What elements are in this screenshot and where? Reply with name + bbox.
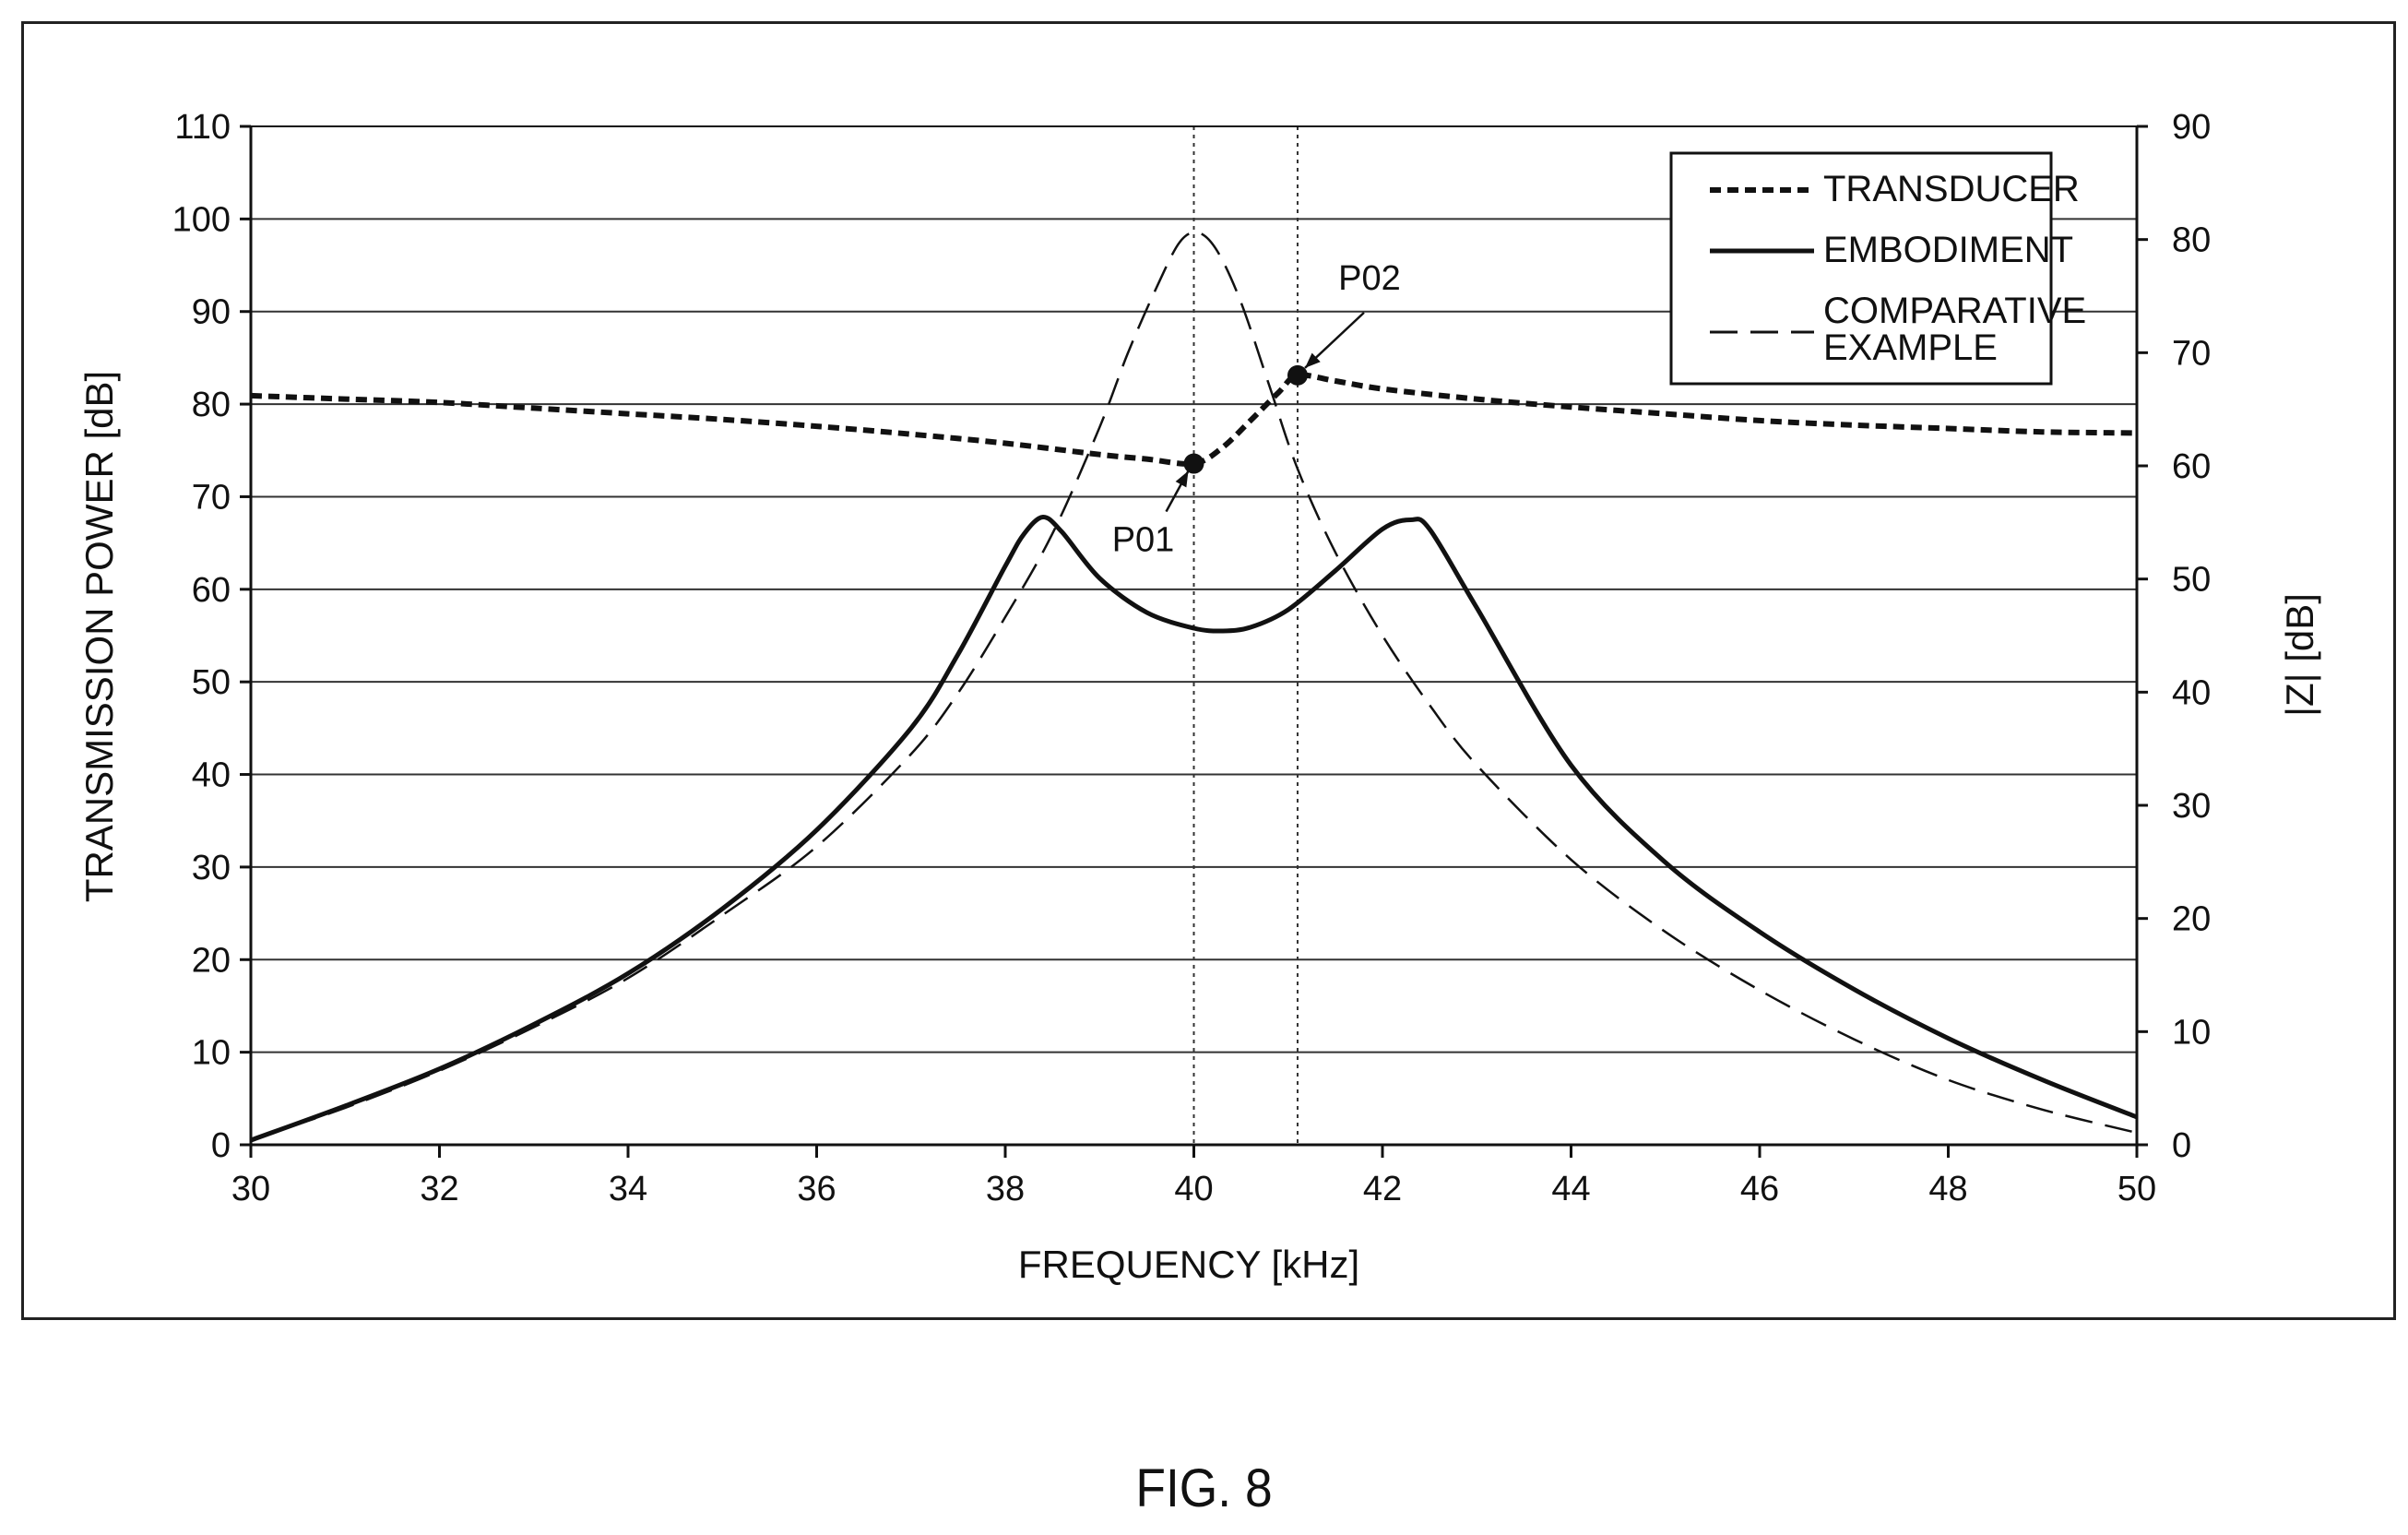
annotation-label-p02: P02 <box>1338 259 1401 298</box>
y-tick-label-50: 50 <box>192 663 231 702</box>
axes: 30 32 34 36 38 40 42 44 46 48 50 0 10 20 30 40 50 60 70 80 9… <box>172 108 2212 1208</box>
annotations: P01 P02 <box>1112 259 1401 560</box>
y2-tick-label-20: 20 <box>2172 900 2211 939</box>
y2-axis-label: |Z| [dB] <box>2278 593 2321 717</box>
x-tick-label-42: 42 <box>1363 1170 1402 1208</box>
y-tick-label-30: 30 <box>192 849 231 887</box>
x-tick-label-34: 34 <box>609 1170 647 1208</box>
y2-tick-label-10: 10 <box>2172 1013 2211 1052</box>
y2-tick-label-80: 80 <box>2172 221 2211 260</box>
y2-tick-label-70: 70 <box>2172 334 2211 373</box>
x-tick-label-32: 32 <box>420 1170 458 1208</box>
y2-tick-label-40: 40 <box>2172 673 2211 712</box>
y2-tick-label-60: 60 <box>2172 447 2211 486</box>
y-tick-label-60: 60 <box>192 571 231 610</box>
y-tick-label-20: 20 <box>192 941 231 980</box>
legend-label-comparative-example: COMPARATIVE EXAMPLE <box>1823 291 2086 368</box>
y2-tick-label-50: 50 <box>2172 561 2211 600</box>
x-tick-label-38: 38 <box>986 1170 1025 1208</box>
x-tick-label-48: 48 <box>1928 1170 1967 1208</box>
legend-label-transducer: TRANSDUCER <box>1823 169 2080 209</box>
y-tick-label-10: 10 <box>192 1034 231 1073</box>
reference-lines <box>1192 126 1299 1145</box>
y-tick-label-100: 100 <box>172 200 231 239</box>
y-tick-label-90: 90 <box>192 293 231 332</box>
y2-tick-label-30: 30 <box>2172 787 2211 826</box>
x-tick-label-30: 30 <box>231 1170 270 1208</box>
x-tick-label-50: 50 <box>2117 1170 2156 1208</box>
y2-tick-label-90: 90 <box>2172 108 2211 147</box>
y-tick-label-110: 110 <box>174 108 231 147</box>
series-line-comparative-example <box>250 231 2138 1142</box>
x-tick-label-36: 36 <box>797 1170 836 1208</box>
y-tick-label-80: 80 <box>192 386 231 424</box>
y-axis-label: TRANSMISSION POWER [dB] <box>77 371 121 902</box>
legend-label-embodiment: EMBODIMENT <box>1823 230 2073 270</box>
series-line-transducer <box>250 372 2138 467</box>
annotation-marker-p02 <box>1287 364 1308 386</box>
annotation-marker-p01 <box>1183 453 1204 474</box>
x-axis-label: FREQUENCY [kHz] <box>1018 1243 1359 1286</box>
annotation-arrowhead-p02 <box>1304 352 1321 368</box>
y-tick-label-70: 70 <box>192 478 231 517</box>
series-lines <box>250 231 2138 1143</box>
x-tick-label-46: 46 <box>1740 1170 1779 1208</box>
figure-caption: FIG. 8 <box>1135 1458 1273 1518</box>
x-tick-label-40: 40 <box>1174 1170 1213 1208</box>
figure-frame <box>21 21 2396 1320</box>
x-tick-label-44: 44 <box>1551 1170 1590 1208</box>
y-tick-label-0: 0 <box>211 1126 231 1165</box>
y2-tick-label-0: 0 <box>2172 1126 2191 1165</box>
annotation-arrowhead-p01 <box>1175 470 1189 488</box>
series-line-embodiment <box>250 515 2138 1143</box>
y-tick-label-40: 40 <box>192 756 231 795</box>
legend: TRANSDUCER EMBODIMENT COMPARATIVE EXAMPLE <box>1669 151 2086 386</box>
annotation-label-p01: P01 <box>1112 521 1175 560</box>
